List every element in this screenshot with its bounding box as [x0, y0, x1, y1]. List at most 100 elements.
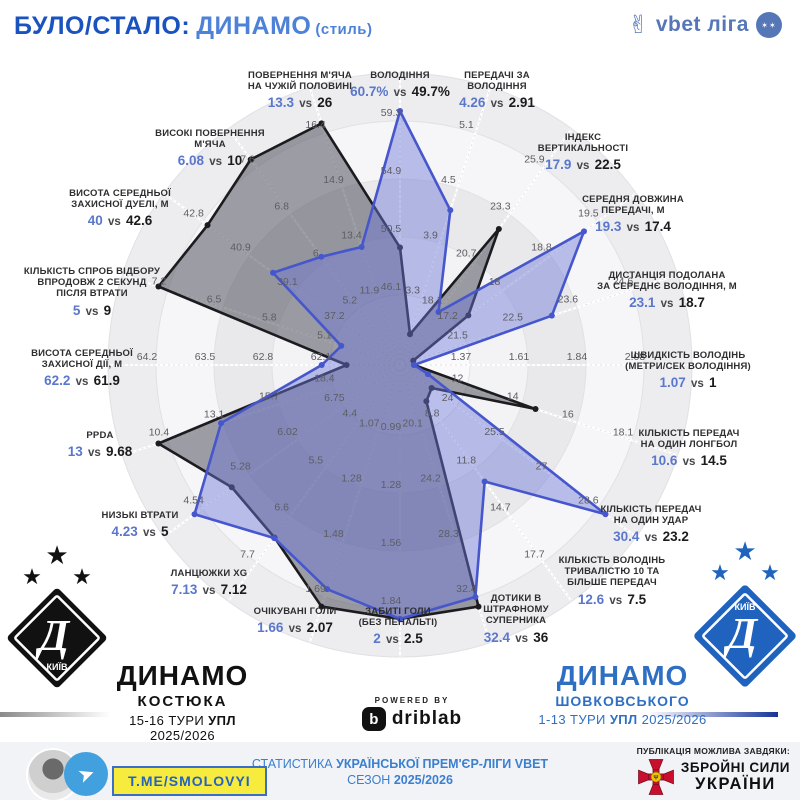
stat-name: ЗАХИСНОЇ ДУЕЛІ, М [71, 199, 169, 211]
stat-label-17: ВИСОТА СЕРЕДНЬОЇ ЗАХИСНОЇ ДУЕЛІ, М 40 vs 4… [69, 188, 171, 228]
radar-spoke-guide [399, 87, 491, 366]
axis-tick-label: 21.5 [447, 329, 468, 341]
stat-name: НА ОДИН ЛОНГБОЛ [640, 439, 738, 451]
stat-name: ПЕРЕДАЧІ, М [601, 205, 665, 217]
vertex-dot-blue [191, 511, 198, 518]
armed-forces-emblem-icon: Ψ [638, 759, 674, 795]
powered-by-block[interactable]: POWERED BY b driblab [352, 696, 472, 731]
credit-org-line1: ЗБРОЙНІ СИЛИ [680, 760, 790, 775]
vertex-dot-blue [271, 535, 278, 542]
stat-label-15: ВИСОТА СЕРЕДНЬОЇ ЗАХИСНОЇ ДІЇ, М 62.2 vs 6… [31, 348, 133, 388]
stat-name: (БЕЗ ПЕНАЛЬТІ) [358, 617, 438, 629]
axis-tick-label: 6.75 [324, 392, 345, 404]
axis-tick-label: 0.99 [381, 421, 402, 433]
team-right-coach: ШОВКОВСЬКОГО [555, 693, 690, 709]
vertex-dot-blue [318, 253, 325, 260]
vertex-dot-blue [481, 478, 488, 485]
stat-label-11: ОЧІКУВАНІ ГОЛИ 1.66 vs 2.07 [254, 606, 337, 635]
stat-values: 60.7% vs 49.7% [350, 84, 450, 100]
telegram-icon[interactable]: ➤ [64, 752, 108, 796]
stat-name: КІЛЬКІСТЬ ПЕРЕДАЧ [600, 504, 702, 515]
stat-name: ВПРОДОВЖ 2 СЕКУНД [37, 277, 147, 289]
stat-name: ВОЛОДІННЯ [467, 81, 527, 93]
stat-name: СЕРЕДНЯ ДОВЖИНА [582, 194, 684, 205]
star-icon: ★ [22, 564, 42, 589]
axis-tick-label: 20.1 [402, 418, 423, 430]
axis-tick-label: 17.2 [437, 310, 458, 322]
telegram-handle-badge[interactable]: T.ME/SMOLOVYI [112, 766, 267, 796]
footer-center-text: СТАТИСТИКА УКРАЇНСЬКОЇ ПРЕМ'ЄР-ЛІГИ VBET… [251, 757, 549, 788]
badge-letter: Д [723, 609, 759, 658]
axis-tick-label: 1.28 [381, 479, 402, 491]
axis-tick-label: 5.1 [459, 119, 474, 131]
credit-org-line2: УКРАЇНИ [695, 775, 776, 793]
axis-tick-label: 17.7 [524, 548, 545, 560]
axis-tick-label: 5.2 [343, 294, 358, 306]
axis-tick-label: 20.7 [456, 247, 477, 259]
vertex-dot-blue [447, 207, 454, 214]
axis-tick-label: 11.8 [456, 455, 476, 467]
axis-tick-label: 63.5 [195, 351, 216, 363]
axis-tick-label: 18 [489, 276, 501, 288]
badge-letter: Д [35, 611, 71, 660]
team-left-coach: КОСТЮКА [137, 693, 228, 710]
vertex-dot-blue [411, 362, 417, 368]
stat-values: 1.07 vs 1 [659, 375, 717, 391]
axis-tick-label: 16 [562, 408, 574, 420]
stat-name: ВИСОКІ ПОВЕРНЕННЯ [155, 128, 265, 139]
stat-values: 23.1 vs 18.7 [629, 295, 705, 311]
vertex-dot-black [423, 398, 430, 405]
stat-label-10: ЗАБИТІ ГОЛИ (БЕЗ ПЕНАЛЬТІ) 2 vs 2.5 [359, 606, 438, 646]
stat-label-0: ВОЛОДІННЯ 60.7% vs 49.7% [350, 70, 450, 99]
stat-name: КІЛЬКІСТЬ ПЕРЕДАЧ [638, 428, 740, 439]
stat-label-1: ПЕРЕДАЧІ ЗА ВОЛОДІННЯ 4.26 vs 2.91 [459, 70, 535, 110]
stat-name: НА ЧУЖІЙ ПОЛОВИНІ [247, 81, 353, 93]
stat-name: ЗАБИТІ ГОЛИ [365, 606, 431, 617]
stat-values: 4.23 vs 5 [111, 524, 169, 540]
stat-values: 5 vs 9 [72, 302, 112, 318]
axis-tick-label: 10.4 [149, 426, 170, 438]
stat-name: БІЛЬШЕ ПЕРЕДАЧ [567, 577, 657, 589]
badge-city: КИЇВ [47, 662, 68, 672]
vertex-dot-black [155, 283, 162, 290]
axis-tick-label: 4.5 [441, 174, 456, 186]
vertex-dot-black [247, 156, 254, 163]
team-left-block: ДИНАМО КОСТЮКА 15-16 ТУРИ УПЛ 2025/2026 [100, 662, 265, 744]
stat-values: 62.2 vs 61.9 [44, 373, 120, 389]
stat-name: ЗАХИСНОЇ ДІЇ, М [41, 359, 123, 371]
page-title: БУЛО/СТАЛО: ДИНАМО (стиль) [14, 12, 373, 41]
vbet-liga-label: vbet ліга [655, 13, 749, 36]
axis-tick-label: 4.4 [343, 408, 358, 420]
stat-name: ІНДЕКС [564, 132, 602, 143]
axis-tick-label: 4.54 [183, 494, 204, 506]
stat-label-8: КІЛЬКІСТЬ ВОЛОДІНЬ ТРИВАЛІСТЮ 10 ТА БІЛЬШЕ… [559, 555, 666, 607]
stat-name: ДИСТАНЦІЯ ПОДОЛАНА [608, 270, 726, 281]
stat-label-4: ДИСТАНЦІЯ ПОДОЛАНА ЗА СЕРЕДНЄ ВОЛОДІННЯ, … [597, 270, 737, 310]
stat-values: 30.4 vs 23.2 [613, 529, 689, 545]
axis-tick-label: 13.1 [204, 408, 225, 420]
axis-tick-label: 15.7 [259, 391, 280, 403]
radar-spoke-guide [399, 193, 637, 366]
axis-tick-label: 18.8 [531, 242, 552, 254]
powered-by-caption: POWERED BY [374, 696, 450, 705]
axis-tick-label: 1.37 [451, 351, 472, 363]
vertex-dot-blue [324, 586, 331, 593]
stat-label-16: КІЛЬКІСТЬ СПРОБ ВІДБОРУ ВПРОДОВЖ 2 СЕКУНД… [24, 266, 160, 318]
stat-label-5: ШВИДКІСТЬ ВОЛОДІНЬ (МЕТРИ/СЕК ВОЛОДІННЯ) 1… [625, 350, 751, 390]
vertex-dot-black [475, 603, 482, 610]
stat-label-14: PPDA 13 vs 9.68 [68, 430, 133, 459]
stat-values: 12.6 vs 7.5 [577, 591, 647, 607]
vertex-dot-blue [548, 312, 555, 319]
axis-tick-label: 37.2 [324, 310, 345, 322]
stat-label-12: ЛАНЦЮЖКИ XG 7.13 vs 7.12 [171, 568, 248, 597]
vbet-liga-logo[interactable]: ✌ vbet ліга ✶✶ [628, 12, 782, 38]
axis-tick-label: 5.5 [308, 455, 323, 467]
vertex-dot-black [204, 222, 211, 229]
vertex-dot-blue [218, 420, 225, 427]
axis-tick-label: 16.4 [305, 119, 326, 131]
right-divider-line [648, 712, 778, 717]
axis-tick-label: 23.6 [558, 294, 579, 306]
stat-name: КІЛЬКІСТЬ СПРОБ ВІДБОРУ [23, 266, 161, 277]
axis-tick-label: 2.08 [625, 351, 646, 363]
star-icon: ★ [710, 560, 730, 585]
